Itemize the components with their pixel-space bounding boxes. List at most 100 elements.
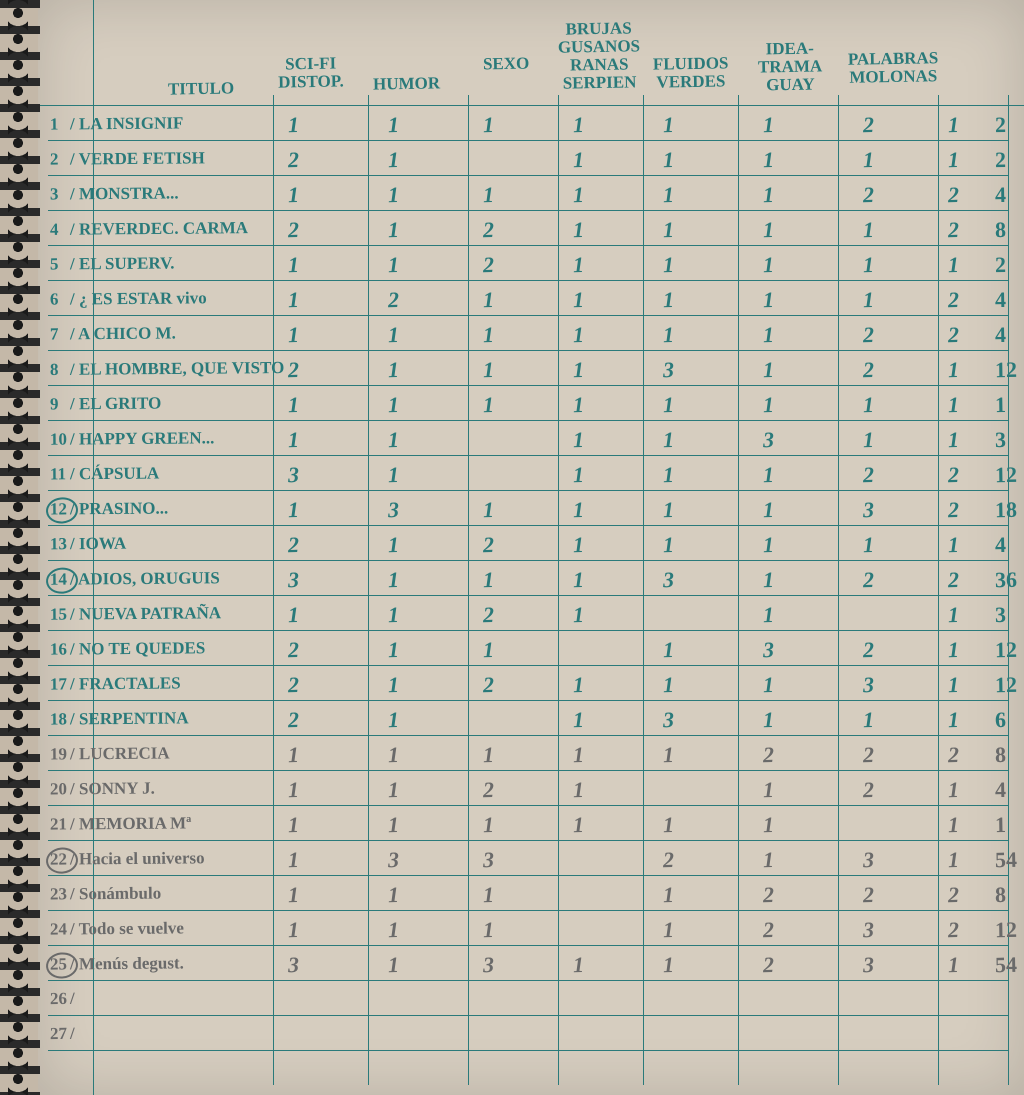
score-cell: 1 xyxy=(288,777,300,803)
row-total: 8 xyxy=(995,217,1006,243)
score-cell: 1 xyxy=(863,147,875,173)
score-cell: 1 xyxy=(763,147,775,173)
row-total: 12 xyxy=(995,462,1017,488)
score-cell: 1 xyxy=(483,357,495,383)
score-cell: 1 xyxy=(573,147,585,173)
score-cell: 1 xyxy=(483,917,495,943)
score-cell: 1 xyxy=(388,182,400,208)
row-title: ¿ ES ESTAR vivo xyxy=(79,288,207,308)
row-total: 4 xyxy=(995,287,1006,313)
row-title: EL GRITO xyxy=(79,394,162,414)
score-cell: 2 xyxy=(863,462,875,488)
score-cell: 2 xyxy=(948,462,960,488)
score-cell: 1 xyxy=(573,182,585,208)
row-number: 15 xyxy=(50,605,70,625)
row-title: IOWA xyxy=(79,534,126,553)
score-cell: 1 xyxy=(573,462,585,488)
row-label: 19/ LUCRECIA xyxy=(50,743,170,764)
score-cell: 3 xyxy=(863,847,875,873)
score-cell: 2 xyxy=(863,357,875,383)
grid-hline xyxy=(48,455,1008,456)
score-cell: 1 xyxy=(288,602,300,628)
grid-hline xyxy=(48,350,1008,351)
score-cell: 2 xyxy=(288,672,300,698)
score-cell: 1 xyxy=(948,847,960,873)
score-cell: 2 xyxy=(288,707,300,733)
score-cell: 1 xyxy=(388,112,400,138)
score-cell: 1 xyxy=(483,567,495,593)
score-cell: 1 xyxy=(288,392,300,418)
score-cell: 3 xyxy=(483,847,495,873)
score-cell: 1 xyxy=(483,287,495,313)
grid-vline xyxy=(838,95,839,1085)
row-total: 2 xyxy=(995,112,1006,138)
row-title: NUEVA PATRAÑA xyxy=(79,603,221,623)
row-total: 2 xyxy=(995,252,1006,278)
grid-hline xyxy=(48,385,1008,386)
score-cell: 2 xyxy=(763,742,775,768)
row-total: 4 xyxy=(995,777,1006,803)
notebook-page: TITULOSCI-FIDISTOP.HUMORSEXOBRUJASGUSANO… xyxy=(38,0,1024,1095)
row-number: 11 xyxy=(50,464,70,484)
score-cell: 3 xyxy=(483,952,495,978)
grid-vline xyxy=(273,95,274,1085)
score-cell: 1 xyxy=(948,952,960,978)
score-cell: 1 xyxy=(573,322,585,348)
row-title: FRACTALES xyxy=(79,673,181,693)
row-title: Hacia el universo xyxy=(79,848,205,868)
score-cell: 2 xyxy=(948,882,960,908)
score-cell: 1 xyxy=(288,917,300,943)
score-cell: 1 xyxy=(573,777,585,803)
score-cell: 2 xyxy=(948,287,960,313)
row-number: 4 xyxy=(50,220,70,240)
score-cell: 1 xyxy=(388,357,400,383)
score-cell: 1 xyxy=(948,672,960,698)
score-cell: 1 xyxy=(663,742,675,768)
score-cell: 1 xyxy=(288,427,300,453)
score-cell: 1 xyxy=(573,672,585,698)
score-cell: 3 xyxy=(863,497,875,523)
score-cell: 1 xyxy=(573,112,585,138)
row-label: 12/ PRASINO... xyxy=(50,498,168,519)
grid-hline xyxy=(48,840,1008,841)
grid-hline xyxy=(48,525,1008,526)
row-label: 3/ MONSTRA... xyxy=(50,183,179,204)
score-cell: 2 xyxy=(948,917,960,943)
score-cell: 3 xyxy=(663,567,675,593)
row-number: 2 xyxy=(50,150,70,170)
notebook-spiral xyxy=(0,0,40,1095)
row-number: 3 xyxy=(50,184,70,204)
score-cell: 2 xyxy=(483,252,495,278)
row-label: 15/ NUEVA PATRAÑA xyxy=(50,603,221,624)
score-cell: 2 xyxy=(863,112,875,138)
score-cell: 1 xyxy=(388,672,400,698)
score-cell: 3 xyxy=(863,917,875,943)
score-cell: 1 xyxy=(288,812,300,838)
row-title: Todo se vuelve xyxy=(79,918,184,938)
grid-hline xyxy=(48,1050,1008,1051)
row-number: 17 xyxy=(50,674,70,694)
row-total: 36 xyxy=(995,567,1017,593)
score-cell: 2 xyxy=(288,637,300,663)
score-cell: 1 xyxy=(663,252,675,278)
row-title: A CHICO M. xyxy=(78,323,176,343)
score-cell: 1 xyxy=(573,217,585,243)
row-total: 8 xyxy=(995,742,1006,768)
grid-hline xyxy=(48,805,1008,806)
column-header: PALABRASMOLONAS xyxy=(848,49,939,86)
score-cell: 1 xyxy=(763,217,775,243)
column-header: BRUJASGUSANOSRANASSERPIEN xyxy=(557,19,640,92)
score-cell: 2 xyxy=(863,882,875,908)
score-cell: 1 xyxy=(573,427,585,453)
row-title: EL HOMBRE, QUE VISTO xyxy=(79,358,284,379)
row-total: 12 xyxy=(995,917,1017,943)
row-title: MONSTRA... xyxy=(79,183,179,203)
score-cell: 1 xyxy=(948,602,960,628)
score-cell: 1 xyxy=(948,252,960,278)
score-cell: 1 xyxy=(948,357,960,383)
row-label: 1/ LA INSIGNIF xyxy=(50,113,184,134)
row-label: 9/ EL GRITO xyxy=(50,394,162,415)
score-cell: 3 xyxy=(388,497,400,523)
grid-hline xyxy=(48,420,1008,421)
row-number: 6 xyxy=(50,290,70,310)
